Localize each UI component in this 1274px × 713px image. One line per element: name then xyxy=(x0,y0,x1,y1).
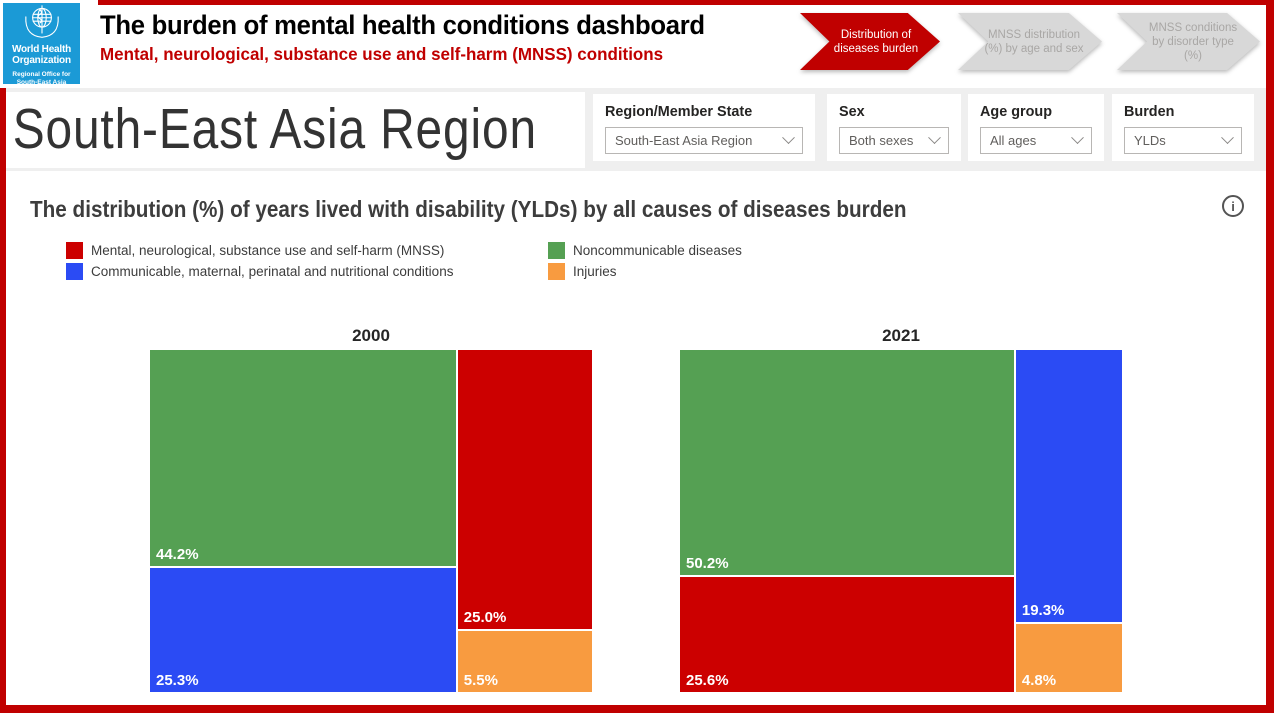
nav-step-arrow-shape: MNSS distribution (%) by age and sex xyxy=(958,13,1102,70)
treemap-cell-2021-injuries[interactable]: 4.8% xyxy=(1015,624,1122,692)
age-group-filter-label: Age group xyxy=(980,103,1052,120)
treemap-cell-value: 4.8% xyxy=(1021,672,1057,689)
nav-step-label: Distribution of diseases burden xyxy=(833,28,919,55)
legend-column-2: Noncommunicable diseases Injuries xyxy=(548,242,742,284)
treemap-box-2000: 44.2% 25.3% 25.0% 5.5% xyxy=(150,350,592,692)
nav-step-arrow-shape: MNSS conditions by disorder type (%) xyxy=(1117,13,1260,70)
treemap-year-label: 2021 xyxy=(882,326,920,345)
logo-office-line2: South-East Asia xyxy=(16,78,67,86)
filter-band: South-East Asia Region Region/Member Sta… xyxy=(6,88,1266,171)
who-emblem-icon xyxy=(22,5,62,44)
app-title: The burden of mental health conditions d… xyxy=(100,10,705,40)
burden-filter-card: Burden YLDs xyxy=(1112,94,1254,161)
age-group-dropdown-value: All ages xyxy=(990,133,1037,148)
age-group-filter-card: Age group All ages xyxy=(968,94,1104,161)
legend-item-noncommunicable: Noncommunicable diseases xyxy=(548,242,742,259)
age-group-dropdown[interactable]: All ages xyxy=(980,127,1092,154)
burden-dropdown[interactable]: YLDs xyxy=(1124,127,1242,154)
treemap-cell-value: 25.0% xyxy=(463,608,507,626)
info-icon[interactable]: i xyxy=(1222,195,1244,217)
injuries-swatch-icon xyxy=(548,263,565,280)
burden-filter-label: Burden xyxy=(1124,103,1175,120)
app-header: World Health Organization Regional Offic… xyxy=(0,0,1274,88)
region-title: South-East Asia Region xyxy=(12,97,537,161)
region-filter-label: Region/Member State xyxy=(605,103,753,120)
treemap-cell-value: 25.3% xyxy=(156,672,199,689)
mnss-swatch-icon xyxy=(66,242,83,259)
chart-card: The distribution (%) of years lived with… xyxy=(6,171,1266,705)
treemap-cell-value: 50.2% xyxy=(686,555,729,573)
legend-item-injuries: Injuries xyxy=(548,263,742,280)
right-red-bar xyxy=(1266,0,1274,88)
legend-label: Noncommunicable diseases xyxy=(573,243,742,258)
nav-step-3[interactable]: MNSS conditions by disorder type (%) xyxy=(1117,13,1260,70)
treemap-cell-2000-mnss[interactable]: 25.0% xyxy=(457,350,592,629)
treemap-cell-2000-communicable[interactable]: 25.3% xyxy=(150,568,456,692)
treemap-cell-2000-noncommunicable[interactable]: 44.2% xyxy=(150,350,456,567)
header-titles: The burden of mental health conditions d… xyxy=(100,9,737,67)
treemap-cell-2000-injuries[interactable]: 5.5% xyxy=(457,630,592,692)
logo-org-line1: World Health xyxy=(11,44,72,55)
noncommunicable-swatch-icon xyxy=(548,242,565,259)
treemap-column-2: 25.0% 5.5% xyxy=(457,350,592,692)
legend-label: Injuries xyxy=(573,264,617,279)
who-logo: World Health Organization Regional Offic… xyxy=(3,3,80,86)
treemap-cell-2021-mnss[interactable]: 25.6% xyxy=(680,577,1014,692)
region-dropdown[interactable]: South-East Asia Region xyxy=(605,127,803,154)
legend-column-1: Mental, neurological, substance use and … xyxy=(66,242,453,284)
region-filter-card: Region/Member State South-East Asia Regio… xyxy=(593,94,815,161)
nav-step-1[interactable]: Distribution of diseases burden xyxy=(800,13,940,70)
treemap-2021: 2021 50.2% 25.6% 19.3% 4.8% xyxy=(680,326,1122,692)
app-subtitle: Mental, neurological, substance use and … xyxy=(100,44,664,64)
treemap-cell-2021-communicable[interactable]: 19.3% xyxy=(1015,350,1122,623)
logo-org-line2: Organization xyxy=(12,55,71,66)
legend-item-communicable: Communicable, maternal, perinatal and nu… xyxy=(66,263,453,280)
treemap-column-1: 44.2% 25.3% xyxy=(150,350,456,692)
logo-office-line1: Regional Office for xyxy=(12,71,71,78)
content-frame: South-East Asia Region Region/Member Sta… xyxy=(0,88,1274,713)
chevron-down-icon xyxy=(928,131,941,145)
treemap-column-2: 19.3% 4.8% xyxy=(1015,350,1122,692)
burden-dropdown-value: YLDs xyxy=(1134,133,1166,148)
treemap-column-1: 50.2% 25.6% xyxy=(680,350,1014,692)
treemap-cell-2021-noncommunicable[interactable]: 50.2% xyxy=(680,350,1014,576)
chevron-down-icon xyxy=(1221,131,1234,145)
top-red-bar xyxy=(98,0,1274,5)
chevron-down-icon xyxy=(1071,131,1084,145)
nav-step-label: MNSS distribution (%) by age and sex xyxy=(984,28,1084,55)
treemap-cell-value: 5.5% xyxy=(463,672,498,689)
chevron-down-icon xyxy=(782,131,795,145)
region-title-card: South-East Asia Region xyxy=(6,92,585,168)
communicable-swatch-icon xyxy=(66,263,83,280)
treemap-cell-value: 25.6% xyxy=(686,672,729,689)
treemap-year-label: 2000 xyxy=(352,326,390,345)
nav-step-2[interactable]: MNSS distribution (%) by age and sex xyxy=(958,13,1102,70)
chart-title: The distribution (%) of years lived with… xyxy=(30,196,907,222)
treemap-cell-value: 19.3% xyxy=(1021,602,1065,620)
sex-dropdown[interactable]: Both sexes xyxy=(839,127,949,154)
filter-panel: Region/Member State South-East Asia Regio… xyxy=(585,88,1266,171)
legend-label: Communicable, maternal, perinatal and nu… xyxy=(91,264,454,279)
page-nav: Distribution of diseases burden MNSS dist… xyxy=(0,0,1274,88)
treemap-2000: 2000 44.2% 25.3% 25.0% 5.5% xyxy=(150,326,592,692)
sex-filter-card: Sex Both sexes xyxy=(827,94,961,161)
sex-filter-label: Sex xyxy=(839,103,865,120)
legend-item-mnss: Mental, neurological, substance use and … xyxy=(66,242,453,259)
nav-step-arrow-shape: Distribution of diseases burden xyxy=(800,13,940,70)
region-dropdown-value: South-East Asia Region xyxy=(615,133,753,148)
sex-dropdown-value: Both sexes xyxy=(849,133,914,148)
treemap-cell-value: 44.2% xyxy=(156,546,199,564)
treemap-box-2021: 50.2% 25.6% 19.3% 4.8% xyxy=(680,350,1122,692)
nav-step-label: MNSS conditions by disorder type (%) xyxy=(1148,21,1238,62)
legend-label: Mental, neurological, substance use and … xyxy=(91,243,445,258)
